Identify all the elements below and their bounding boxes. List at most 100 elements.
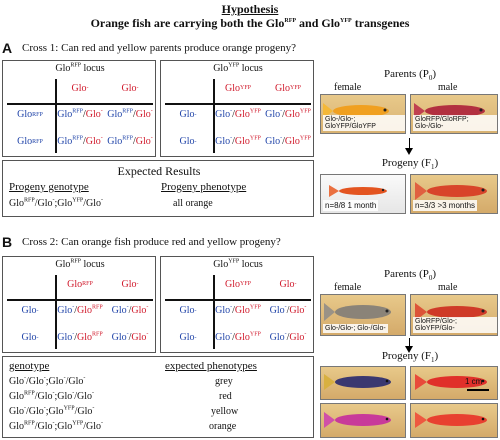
allele-header: Glo YFP	[274, 82, 301, 94]
parents-label-a: Parents (P0)	[383, 68, 437, 83]
panel-b-letter: B	[2, 234, 13, 250]
allele-header: Glo YFP	[224, 278, 251, 290]
female-genotype-caption: Glo-/Glo-; GloYFP/GloYFP	[323, 115, 405, 131]
fish-icon	[415, 412, 487, 428]
punnett-square-glo-rfp-cross2: GloRFP locus Glo RFP Glo - Glo - Glo- / GloRF…	[2, 256, 156, 353]
genotype-row: Glo-/Glo-;GloYFP/Glo-	[9, 405, 95, 417]
progeny-orange-fish-photo	[410, 403, 498, 438]
arrowhead-icon	[405, 148, 413, 155]
allele-header: Glo -	[279, 278, 297, 290]
arrow-down-icon	[409, 138, 410, 150]
punnett-locus-label: GloRFP locus	[55, 258, 105, 270]
allele-header: Glo -	[21, 305, 39, 317]
fish-icon	[415, 303, 487, 321]
progeny-3month-caption: n=3/3 >3 months	[413, 200, 478, 211]
male-genotype-caption: GloRFP/GloRFP; Glo-/Glo-	[413, 115, 497, 131]
expected-results-heading: Expected Results	[117, 164, 201, 178]
allele-header: Glo -	[179, 305, 197, 317]
genotype-cell: Glo- / Glo-	[269, 331, 307, 344]
punnett-square-glo-rfp-cross1: GloRFP locus Glo - Glo - Glo RFP GloRFP / Glo…	[2, 60, 156, 157]
arrow-down-icon	[409, 338, 410, 348]
punnett-locus-label: GloYFP locus	[213, 62, 263, 74]
parents-label-b: Parents (P0)	[383, 268, 437, 283]
genotype-row: GloRFP/Glo-;Glo-/Glo-	[9, 390, 95, 402]
expected-results-box: Expected Results Progeny genotype Progen…	[2, 160, 314, 217]
allele-header: Glo RFP	[67, 278, 93, 290]
genotype-cell: Glo- / GloYFP	[265, 109, 311, 121]
fish-icon	[324, 412, 391, 428]
hypothesis-statement: Orange fish are carrying both the GloRFP…	[90, 16, 410, 30]
female-label-b: female	[334, 282, 362, 293]
cross1-question: Cross 1: Can red and yellow parents prod…	[22, 42, 297, 54]
scale-bar-label: 1 cm	[465, 377, 483, 386]
genotype-cell: Glo- / GloYFP	[215, 109, 261, 121]
progeny-label-a: Progeny (F1)	[381, 157, 439, 172]
allele-header: Glo -	[179, 109, 197, 121]
genotype-row: Glo-/Glo-;Glo-/Glo-	[9, 375, 86, 387]
genotype-cell: GloRFP / Glo-	[57, 109, 103, 121]
cross2-question: Cross 2: Can orange fish produce red and…	[22, 236, 281, 248]
hypothesis-heading: Hypothesis	[221, 2, 279, 16]
progeny-1month-caption: n=8/8 1 month	[323, 200, 379, 211]
progeny-genotype-header: Progeny genotype	[9, 181, 89, 193]
scale-bar	[467, 389, 489, 391]
fish-icon	[329, 185, 387, 197]
progeny-yellow-fish-photo	[320, 403, 406, 438]
genotype-cell: Glo- / GloYFP	[265, 135, 311, 148]
phenotype-value: yellow	[211, 406, 239, 417]
genotype-cell: GloRFP / Glo-	[57, 135, 103, 148]
genotype-cell: Glo- / Glo-	[269, 305, 307, 317]
allele-header: Glo -	[71, 82, 89, 94]
expected-phenotypes-header: expected phenotypes	[165, 360, 257, 372]
allele-header: Glo YFP	[224, 82, 251, 94]
genotype-cell: GloRFP / Glo-	[107, 109, 153, 121]
progeny-grey-fish-photo	[320, 366, 406, 400]
genotype-cell: Glo- / GloYFP	[215, 135, 261, 148]
allele-header: Glo RFP	[17, 136, 43, 148]
expected-phenotypes-box: genotype expected phenotypes Glo-/Glo-;G…	[2, 356, 314, 438]
punnett-locus-label: GloYFP locus	[213, 258, 263, 270]
allele-header: Glo -	[121, 278, 139, 290]
allele-header: Glo -	[179, 332, 197, 344]
male-orange-fish-photo: GloRFP/Glo-; GloYFP/Glo-	[410, 294, 498, 336]
punnett-square-glo-yfp-cross2: GloYFP locus Glo YFP Glo - Glo - Glo- / GloYF…	[160, 256, 314, 353]
female-label-a: female	[334, 82, 362, 93]
genotype-cell: Glo- / GloYFP	[215, 305, 261, 317]
female-yellow-fish-photo: Glo-/Glo-; GloYFP/GloYFP	[320, 94, 406, 134]
male-label-b: male	[438, 282, 458, 293]
phenotype-value: grey	[215, 376, 233, 387]
genotype-cell: Glo- / GloYFP	[215, 331, 261, 344]
fish-icon	[324, 374, 391, 390]
punnett-square-glo-yfp-cross1: GloYFP locus Glo YFP Glo YFP Glo - Glo- / Glo…	[160, 60, 314, 157]
male-red-fish-photo: GloRFP/GloRFP; Glo-/Glo-	[410, 94, 498, 134]
phenotype-value: orange	[209, 421, 237, 432]
allele-header: Glo -	[121, 82, 139, 94]
progeny-3month-photo: n=3/3 >3 months	[410, 174, 498, 214]
allele-header: Glo RFP	[17, 109, 43, 121]
progeny-1month-photo: n=8/8 1 month	[320, 174, 406, 214]
genotype-cell: Glo- / GloRFP	[57, 331, 103, 344]
arrowhead-icon	[405, 346, 413, 353]
progeny-phenotype-value: all orange	[173, 198, 213, 209]
genotype-cell: Glo- / GloRFP	[57, 305, 103, 317]
phenotype-value: red	[219, 391, 232, 402]
male-label-a: male	[438, 82, 458, 93]
progeny-red-fish-photo: 1 cm	[410, 366, 498, 400]
fish-icon	[415, 374, 487, 390]
fish-icon	[324, 303, 391, 321]
allele-header: Glo -	[21, 332, 39, 344]
progeny-genotype-value: GloRFP/Glo-;GloYFP/Glo-	[9, 197, 104, 209]
genotype-cell: GloRFP / Glo-	[107, 135, 153, 148]
genotype-cell: Glo- / Glo-	[111, 305, 149, 317]
genotype-row: GloRFP/Glo-;GloYFP/Glo-	[9, 420, 104, 432]
male-genotype-caption: GloRFP/Glo-; GloYFP/Glo-	[413, 317, 497, 333]
female-grey-fish-photo: Glo-/Glo-; Glo-/Glo-	[320, 294, 406, 336]
female-genotype-caption: Glo-/Glo-; Glo-/Glo-	[323, 324, 388, 333]
punnett-locus-label: GloRFP locus	[55, 62, 105, 74]
allele-header: Glo -	[179, 136, 197, 148]
genotype-cell: Glo- / Glo-	[111, 331, 149, 344]
panel-a-letter: A	[2, 40, 13, 56]
progeny-phenotype-header: Progeny phenotype	[161, 181, 247, 193]
progeny-label-b: Progeny (F1)	[381, 350, 439, 365]
fish-icon	[415, 182, 487, 200]
